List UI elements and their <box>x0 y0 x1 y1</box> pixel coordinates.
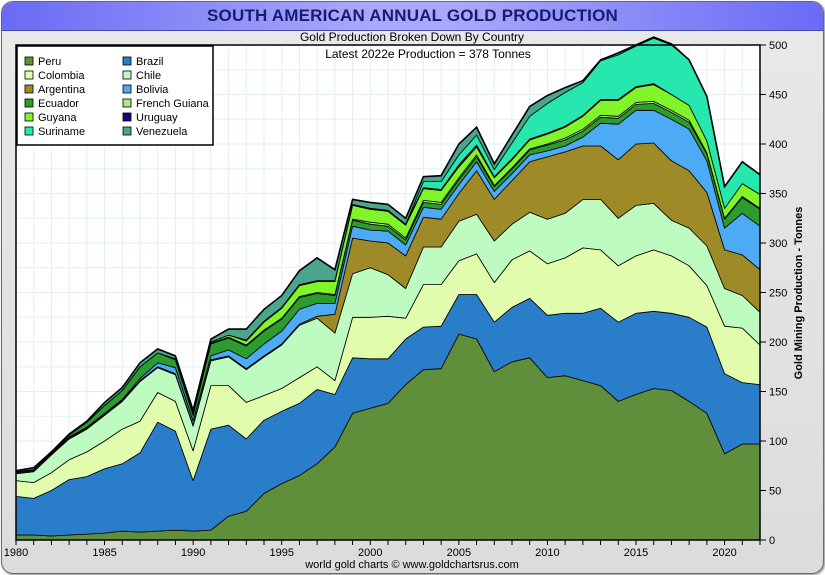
chart-subtitle: Gold Production Broken Down By Country <box>300 30 524 44</box>
legend-swatch <box>122 84 132 94</box>
legend-swatch <box>122 112 132 122</box>
y-tick-label: 350 <box>769 189 787 201</box>
legend-swatch <box>122 70 132 80</box>
y-tick-label: 100 <box>769 436 787 448</box>
legend-swatch <box>24 112 34 122</box>
legend-label: French Guiana <box>136 98 210 110</box>
x-tick-label: 1990 <box>181 547 205 559</box>
legend-swatch <box>24 98 34 108</box>
x-tick-label: 2020 <box>712 547 736 559</box>
legend-label: Argentina <box>38 84 86 96</box>
y-tick-label: 0 <box>769 535 775 547</box>
footer-credit: world gold charts © www.goldchartsrus.co… <box>304 559 519 571</box>
legend-swatch <box>24 84 34 94</box>
legend-label: Uruguay <box>136 112 178 124</box>
x-tick-label: 1980 <box>4 547 28 559</box>
legend-box <box>16 45 214 146</box>
x-axis: 1980 1985 1990 1995 2000 2005 2010 2015 2020 <box>4 540 761 559</box>
legend-label: Bolivia <box>136 84 169 96</box>
legend-label: Chile <box>136 70 161 82</box>
x-tick-label: 2010 <box>535 547 559 559</box>
chart-title: SOUTH AMERICAN ANNUAL GOLD PRODUCTION <box>207 6 618 25</box>
y-tick-label: 500 <box>769 40 787 52</box>
legend-label: Ecuador <box>38 98 79 110</box>
y-axis-label: Gold Mining Production - Tonnes <box>793 207 805 380</box>
y-tick-label: 450 <box>769 90 787 102</box>
production-annotation: Latest 2022e Production = 378 Tonnes <box>325 47 531 61</box>
y-tick-label: 400 <box>769 139 787 151</box>
x-tick-label: 2015 <box>624 547 648 559</box>
legend-label: Colombia <box>38 70 85 82</box>
legend-swatch <box>122 56 132 66</box>
legend-label: Peru <box>38 56 61 68</box>
title-bar: SOUTH AMERICAN ANNUAL GOLD PRODUCTION <box>2 2 823 31</box>
legend-label: Suriname <box>38 126 85 138</box>
legend-swatch <box>24 126 34 136</box>
y-tick-label: 50 <box>769 486 781 498</box>
legend-swatch <box>24 56 34 66</box>
stacked-areas <box>15 36 761 541</box>
legend-swatch <box>24 70 34 80</box>
x-tick-label: 1985 <box>92 547 116 559</box>
legend: Peru Brazil Colombia Chile Argentina Bolivia E… <box>16 45 214 146</box>
legend-swatch <box>122 98 132 108</box>
legend-label: Brazil <box>136 56 164 68</box>
legend-swatch <box>122 126 132 136</box>
legend-label: Venezuela <box>136 126 188 138</box>
x-tick-label: 1995 <box>269 547 293 559</box>
legend-label: Guyana <box>38 112 77 124</box>
y-tick-label: 150 <box>769 387 787 399</box>
x-tick-label: 2000 <box>358 547 382 559</box>
y-tick-label: 300 <box>769 238 787 250</box>
y-axis: 0 50 100 150 200 250 300 350 400 450 500 <box>760 40 787 547</box>
y-tick-label: 250 <box>769 288 787 300</box>
y-tick-label: 200 <box>769 337 787 349</box>
x-tick-label: 2005 <box>447 547 471 559</box>
